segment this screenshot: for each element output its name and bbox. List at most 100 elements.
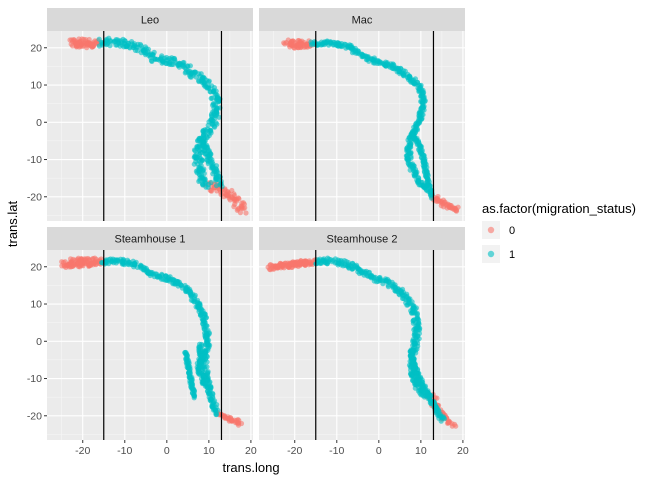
data-point	[209, 402, 215, 408]
data-point	[428, 195, 435, 201]
facet-strip-title: Leo	[141, 15, 159, 27]
points-layer	[59, 255, 245, 428]
facet-strip	[259, 8, 465, 31]
data-point	[107, 43, 113, 49]
panel-1: Leo	[47, 8, 253, 221]
data-point	[412, 369, 418, 375]
x-tick-label: 10	[203, 445, 215, 457]
data-point	[106, 35, 112, 41]
data-point	[451, 421, 458, 427]
panel-4: Steamhouse 2	[259, 227, 465, 440]
y-tick-label: 20	[30, 261, 42, 273]
legend-label-1: 1	[509, 249, 515, 261]
panel-background	[47, 250, 253, 440]
x-tick-label: 0	[164, 445, 170, 457]
x-tick-label: -10	[329, 445, 344, 457]
data-point	[243, 210, 249, 216]
data-point	[160, 58, 166, 64]
data-point	[204, 85, 210, 91]
data-point	[219, 183, 225, 190]
axes-layer: -20 -10 0 10 20 -20 -10 0 10 20 -20 -10 0 10 20 -20 -10 0…	[27, 42, 469, 457]
data-point	[372, 274, 378, 280]
legend-key-1: 1	[482, 245, 515, 263]
data-point	[203, 381, 209, 387]
legend-key-0: 0	[482, 221, 515, 239]
data-point	[122, 38, 128, 44]
facet-strip	[259, 227, 465, 250]
data-point	[427, 183, 433, 189]
data-point	[306, 259, 312, 265]
data-point	[413, 305, 419, 311]
panel-2: Mac	[259, 8, 465, 221]
data-point	[111, 38, 118, 44]
data-point	[96, 36, 102, 42]
data-point	[205, 184, 211, 190]
x-tick-label: -20	[287, 445, 302, 457]
data-point	[213, 183, 220, 189]
data-point	[242, 205, 248, 211]
data-point	[304, 44, 310, 50]
series-1	[308, 38, 435, 201]
series-1	[99, 256, 221, 418]
panels-layer: Leo Mac Steamhouse 1 Steamhouse 2	[47, 8, 465, 440]
data-point	[377, 276, 383, 282]
x-tick-label: -20	[75, 445, 90, 457]
data-point	[453, 208, 460, 214]
y-tick-label: 10	[30, 299, 42, 311]
data-point	[148, 52, 154, 58]
data-point	[200, 181, 206, 187]
y-tick-label: 0	[36, 336, 42, 348]
data-point	[191, 395, 197, 401]
data-point	[90, 43, 96, 49]
data-point	[455, 204, 461, 210]
x-tick-label: -10	[117, 445, 132, 457]
data-point	[385, 284, 391, 290]
data-point	[206, 78, 212, 84]
y-tick-label: -20	[27, 191, 42, 203]
data-point	[166, 61, 172, 67]
data-point	[208, 95, 214, 101]
data-point	[205, 343, 211, 349]
data-point	[199, 76, 205, 82]
data-point	[411, 327, 417, 333]
data-point	[197, 147, 203, 153]
data-point	[172, 57, 178, 63]
facet-strip-title: Steamhouse 2	[327, 234, 398, 246]
legend-swatch-0	[487, 226, 495, 234]
points-layer	[265, 255, 459, 429]
data-point	[349, 266, 355, 272]
x-tick-label: 20	[245, 445, 257, 457]
data-point	[118, 38, 124, 44]
x-axis-title: trans.long	[222, 460, 279, 475]
y-tick-label: -10	[27, 154, 42, 166]
panel-background	[259, 250, 465, 440]
data-point	[234, 198, 240, 204]
facet-strip	[47, 8, 253, 31]
series-1	[96, 35, 225, 190]
data-point	[210, 120, 216, 127]
data-point	[215, 407, 221, 413]
x-tick-label: 10	[415, 445, 427, 457]
data-point	[93, 262, 99, 268]
legend-title: as.factor(migration_status)	[482, 201, 636, 216]
y-axis-title: trans.lat	[5, 200, 20, 247]
y-tick-label: 20	[30, 42, 42, 54]
data-point	[386, 279, 392, 285]
facet-strip-title: Steamhouse 1	[115, 234, 186, 246]
data-point	[416, 336, 422, 342]
data-point	[187, 63, 193, 69]
points-layer	[281, 37, 461, 214]
legend: as.factor(migration_status) 0 1	[482, 201, 636, 263]
facet-strip	[47, 227, 253, 250]
x-tick-label: 20	[457, 445, 469, 457]
data-point	[200, 176, 206, 183]
data-point	[411, 173, 417, 179]
data-point	[208, 179, 214, 186]
data-point	[434, 395, 440, 401]
y-tick-label: -20	[27, 410, 42, 422]
data-point	[152, 56, 159, 62]
data-point	[193, 154, 199, 161]
data-point	[201, 326, 207, 332]
data-point	[234, 420, 241, 426]
